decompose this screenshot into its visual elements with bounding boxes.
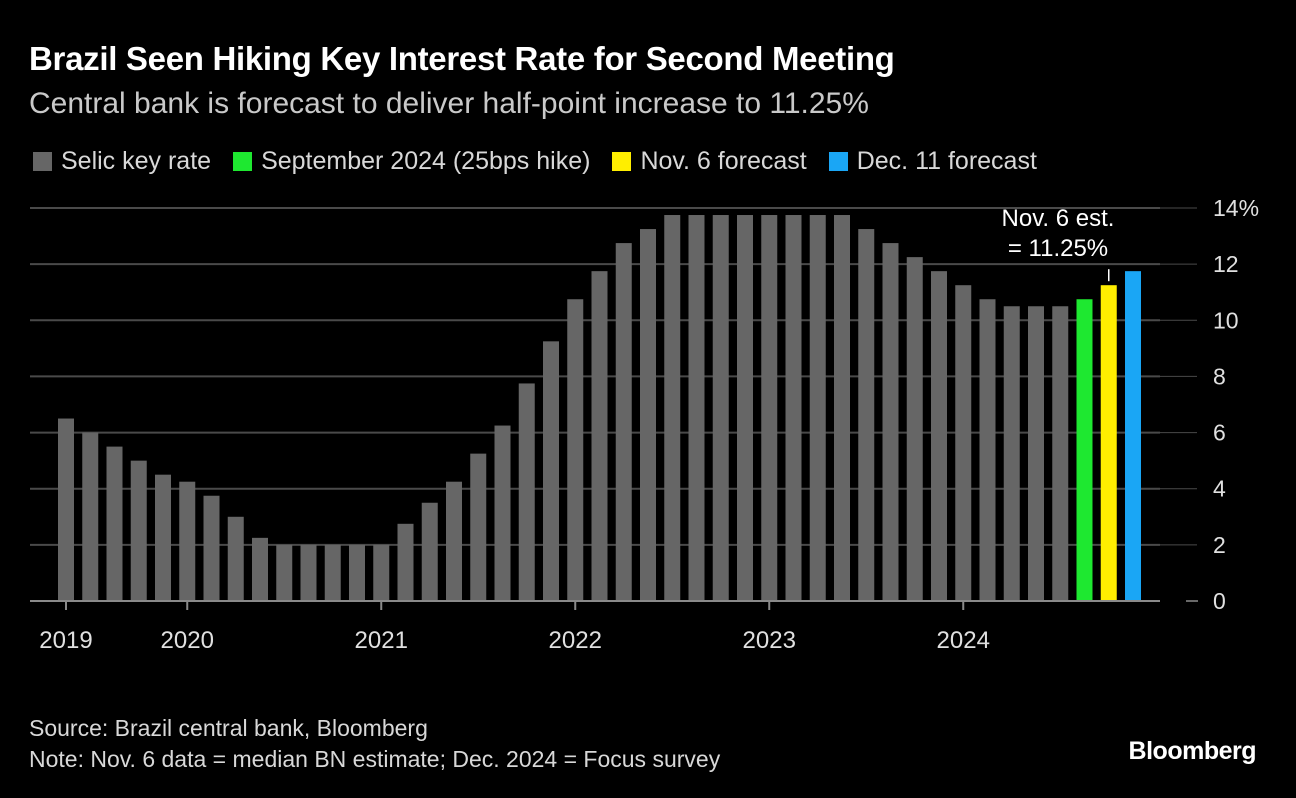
x-tick-label: 2024 [937, 627, 990, 654]
y-tick-label: 14% [1213, 195, 1259, 221]
bar-selic [543, 341, 559, 601]
y-tick-label: 2 [1213, 532, 1226, 558]
bar-selic [373, 544, 390, 601]
y-tick-label: 6 [1213, 420, 1226, 446]
bar-selic [809, 215, 826, 601]
bar-selic [446, 481, 462, 601]
legend-label-dec11: Dec. 11 forecast [856, 147, 1037, 175]
legend-item-september: September 2024 (25bps hike) [233, 147, 590, 176]
bar-selic [1028, 306, 1044, 601]
bloomberg-logo: Bloomberg [1128, 737, 1257, 765]
legend-label-september: September 2024 (25bps hike) [261, 147, 591, 175]
bar-selic [688, 215, 705, 601]
bar-selic [931, 271, 947, 601]
bar-selic [737, 215, 753, 601]
bar-selic [82, 432, 99, 601]
bar-selic [834, 215, 850, 601]
legend-item-nov6: Nov. 6 forecast [612, 147, 807, 176]
bar-selic [349, 544, 365, 601]
annotation-line-1: Nov. 6 est. [1002, 205, 1115, 232]
legend-swatch-selic [33, 152, 52, 171]
legend-swatch-september [233, 152, 253, 171]
bar-selic [979, 299, 996, 601]
annotation-line-2: = 11.25% [1008, 235, 1108, 262]
bar-selic [906, 257, 923, 601]
legend-label-selic: Selic key rate [61, 147, 212, 175]
bar-selic [421, 502, 438, 601]
bar-selic [858, 229, 875, 601]
bar-selic [1052, 306, 1069, 601]
bar-selic [179, 481, 196, 601]
legend: Selic key rate September 2024 (25bps hik… [33, 147, 1037, 176]
bar-chart: 0 2 4 6 8 10 12 14% 2019 2020 2021 2022 2023 2024 Nov.… [30, 195, 1259, 654]
bar-selic [882, 243, 899, 601]
legend-swatch-nov6 [612, 152, 632, 171]
bar-selic [106, 446, 123, 601]
bar-selic [155, 474, 171, 601]
bar-selic [1003, 306, 1020, 601]
footer: Source: Brazil central bank, Bloomberg N… [29, 713, 720, 775]
source-note: Source: Brazil central bank, Bloomberg [29, 715, 428, 741]
legend-item-selic: Selic key rate [33, 147, 211, 176]
bar-selic [324, 544, 341, 601]
chart-subtitle: Central bank is forecast to deliver half… [29, 87, 869, 120]
x-tick-label: 2020 [161, 627, 214, 654]
y-tick-label: 12 [1213, 251, 1239, 277]
y-tick-label: 4 [1213, 476, 1226, 502]
y-tick-label: 8 [1213, 363, 1226, 389]
bar-selic [276, 544, 293, 601]
bar-selic [494, 425, 511, 601]
bar-selic [227, 516, 244, 601]
x-tick-label: 2022 [549, 627, 602, 654]
x-tick-label: 2019 [39, 627, 92, 654]
bar-september-2024 [1076, 299, 1093, 601]
bar-selic [761, 215, 778, 601]
y-tick-label: 10 [1213, 307, 1239, 333]
bar-selic [300, 544, 317, 601]
bar-nov6-forecast [1100, 285, 1117, 601]
legend-swatch-dec11 [828, 152, 848, 171]
bar-selic [664, 215, 681, 601]
x-tick-label: 2023 [743, 627, 796, 654]
bar-selic [785, 215, 802, 601]
y-tick-label: 0 [1213, 588, 1226, 614]
bar-selic [955, 285, 972, 601]
bar-selic [640, 229, 656, 601]
bar-selic [712, 215, 729, 601]
bar-selic [518, 383, 535, 601]
legend-item-dec11: Dec. 11 forecast [828, 147, 1037, 176]
bar-selic [130, 460, 147, 601]
legend-label-nov6: Nov. 6 forecast [640, 147, 807, 175]
bar-dec11-forecast [1125, 271, 1141, 601]
chart-title: Brazil Seen Hiking Key Interest Rate for… [29, 40, 895, 77]
bar-selic [397, 523, 414, 601]
bar-selic [615, 243, 632, 601]
bar-selic [591, 271, 608, 601]
bar-selic [252, 537, 268, 601]
bar-selic [203, 495, 220, 601]
data-note: Note: Nov. 6 data = median BN estimate; … [29, 746, 721, 772]
bar-selic [567, 299, 584, 601]
bar-selic [58, 418, 74, 601]
x-tick-label: 2021 [355, 627, 408, 654]
bar-selic [470, 453, 487, 601]
